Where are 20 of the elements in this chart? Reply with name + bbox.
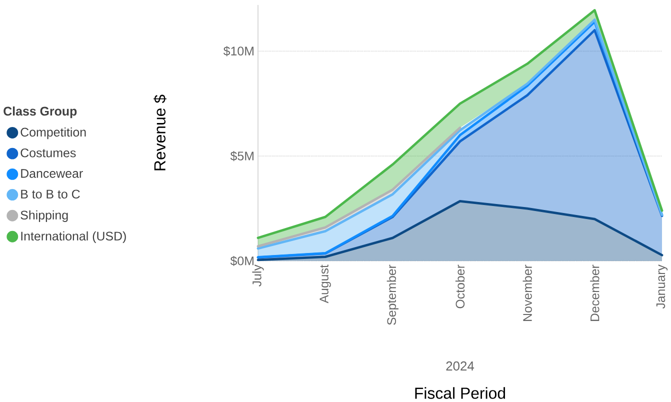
- legend-label: Costumes: [20, 148, 76, 158]
- x-tick-label: August: [320, 264, 331, 304]
- legend-label: Competition: [20, 127, 86, 140]
- legend-label: International (USD): [21, 231, 126, 243]
- text: 2024: [446, 361, 474, 371]
- x-tick-label: July: [252, 264, 264, 286]
- y-tick-label: $0M: [230, 256, 254, 266]
- y-axis-title: Revenue $: [154, 94, 166, 170]
- x-axis-title: Fiscal Period: [415, 387, 506, 399]
- y-tick-label: $10M: [223, 46, 254, 56]
- legend-label: B to B to C: [21, 190, 80, 199]
- y-tick-label: $5M: [230, 151, 254, 162]
- x-tick-label: December: [590, 264, 600, 321]
- x-tick-label: October: [455, 264, 465, 308]
- x-tick-label: September: [386, 264, 398, 325]
- legend-label: Dancewear: [21, 169, 83, 178]
- legend-label: Shipping: [20, 210, 68, 222]
- legend-title: Class Group: [4, 106, 77, 118]
- x-tick-label: January: [656, 264, 668, 309]
- x-tick-label: November: [522, 264, 532, 321]
